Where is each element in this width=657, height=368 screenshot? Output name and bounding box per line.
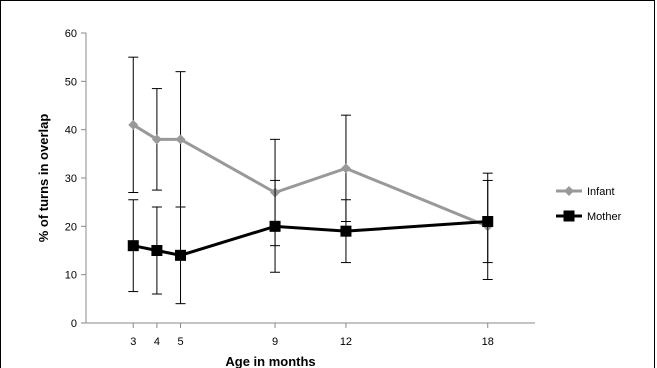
series-line xyxy=(132,123,489,228)
data-point xyxy=(151,134,162,145)
data-point xyxy=(340,225,352,237)
series-line xyxy=(132,220,488,257)
y-ticks: 0 10 20 30 40 50 60 xyxy=(65,28,86,330)
series-infant xyxy=(128,56,493,264)
y-axis-title: % of turns in overlap xyxy=(36,114,51,243)
x-tick-label: 5 xyxy=(177,336,183,348)
data-point xyxy=(482,216,494,227)
x-tick-label: 9 xyxy=(272,336,278,348)
y-tick-label: 30 xyxy=(65,173,77,185)
series-group xyxy=(127,56,494,305)
legend-label: Infant xyxy=(587,186,615,198)
data-point xyxy=(340,163,351,174)
data-point xyxy=(175,249,187,261)
data-point xyxy=(151,245,163,256)
series-mother xyxy=(127,172,494,305)
x-axis-title: Age in months xyxy=(225,354,315,368)
data-point xyxy=(269,220,281,232)
legend: Infant Mother xyxy=(556,186,622,223)
x-ticks: 3 4 5 9 12 18 xyxy=(130,323,494,348)
y-tick-label: 40 xyxy=(65,125,77,137)
legend-label: Mother xyxy=(587,211,622,223)
y-tick-label: 60 xyxy=(65,28,77,40)
data-point xyxy=(127,240,139,252)
legend-entry-infant: Infant xyxy=(556,186,615,198)
x-tick-label: 18 xyxy=(482,336,494,348)
y-tick-label: 10 xyxy=(65,270,77,282)
legend-entry-mother: Mother xyxy=(556,210,622,223)
x-tick-label: 4 xyxy=(154,336,160,348)
x-tick-label: 12 xyxy=(340,336,352,348)
data-point xyxy=(175,134,186,145)
y-tick-label: 20 xyxy=(65,221,77,233)
y-tick-label: 50 xyxy=(65,76,77,88)
data-point xyxy=(128,119,139,130)
legend-marker xyxy=(563,210,575,222)
legend-marker xyxy=(564,186,574,196)
y-tick-label: 0 xyxy=(71,318,77,330)
x-tick-label: 3 xyxy=(130,336,136,348)
axes xyxy=(85,33,535,324)
